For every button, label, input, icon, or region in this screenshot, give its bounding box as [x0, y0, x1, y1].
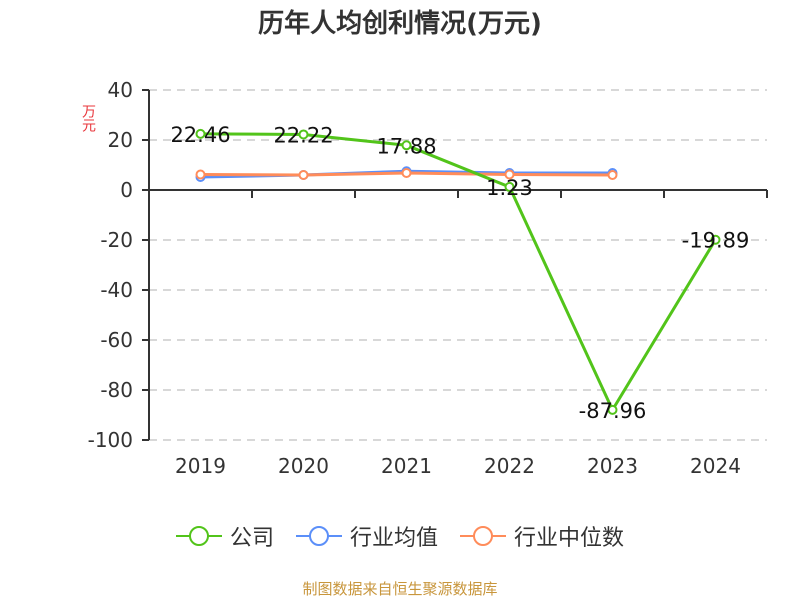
- line-circle-marker-icon: [175, 526, 222, 546]
- x-tick-label: 2022: [484, 454, 535, 478]
- data-point[interactable]: [607, 170, 618, 180]
- source-note: 制图数据来自恒生聚源数据库: [302, 580, 498, 598]
- y-axis-unit-label: 万元: [80, 104, 96, 132]
- line-circle-marker-icon: [295, 526, 342, 546]
- x-tick-label: 2019: [175, 454, 226, 478]
- grid-lines: [149, 89, 767, 441]
- data-point[interactable]: [195, 169, 206, 180]
- y-tick-label: -20: [100, 228, 133, 252]
- y-tick-label: -40: [100, 278, 133, 302]
- data-point[interactable]: [504, 181, 515, 192]
- y-tick-label: 40: [108, 78, 133, 102]
- y-tick-label: 20: [108, 128, 133, 152]
- series-lines: [195, 128, 721, 415]
- data-label: 1.23: [486, 176, 533, 200]
- x-tick-label: 2021: [381, 454, 432, 478]
- data-labels: 22.46 22.22 17.88 1.23 -87.96 -19.89: [170, 123, 749, 423]
- data-label: 22.46: [170, 123, 230, 147]
- legend-item-industry-avg[interactable]: 行业均值: [295, 520, 438, 552]
- legend-item-industry-median[interactable]: 行业中位数: [460, 520, 624, 552]
- legend-label: 公司: [229, 526, 274, 551]
- y-tick-label: -100: [88, 428, 133, 452]
- data-point[interactable]: [195, 128, 206, 139]
- data-point[interactable]: [607, 404, 618, 415]
- y-tick-label: -80: [100, 378, 133, 402]
- data-label: 22.22: [273, 123, 333, 147]
- data-point[interactable]: [710, 234, 721, 245]
- y-tick-label: 0: [120, 178, 133, 202]
- x-tick-label: 2023: [587, 454, 638, 478]
- line-circle-marker-icon: [460, 526, 506, 546]
- data-point[interactable]: [401, 140, 412, 151]
- data-point[interactable]: [298, 129, 309, 140]
- legend-label: 行业均值: [349, 526, 438, 551]
- data-point[interactable]: [298, 170, 309, 180]
- y-axis-ticks: 40 20 0 -20 -40 -60 -80 -100: [88, 78, 133, 452]
- x-tick-label: 2024: [690, 454, 741, 478]
- legend: 公司 行业均值 行业中位数: [0, 520, 800, 552]
- x-axis-ticks: 2019 2020 2021 2022 2023 2024: [175, 454, 741, 478]
- x-tick-label: 2020: [278, 454, 329, 478]
- data-label: -87.96: [579, 399, 647, 423]
- data-point[interactable]: [401, 168, 412, 178]
- y-tick-label: -60: [100, 328, 133, 352]
- series-line: [200, 132, 717, 412]
- axes: [142, 89, 768, 441]
- data-point[interactable]: [504, 169, 515, 180]
- chart-title: 历年人均创利情况(万元): [258, 9, 542, 39]
- data-label: 17.88: [376, 134, 436, 158]
- legend-item-company[interactable]: 公司: [175, 520, 274, 552]
- data-label: -19.89: [682, 229, 750, 253]
- legend-label: 行业中位数: [514, 526, 625, 551]
